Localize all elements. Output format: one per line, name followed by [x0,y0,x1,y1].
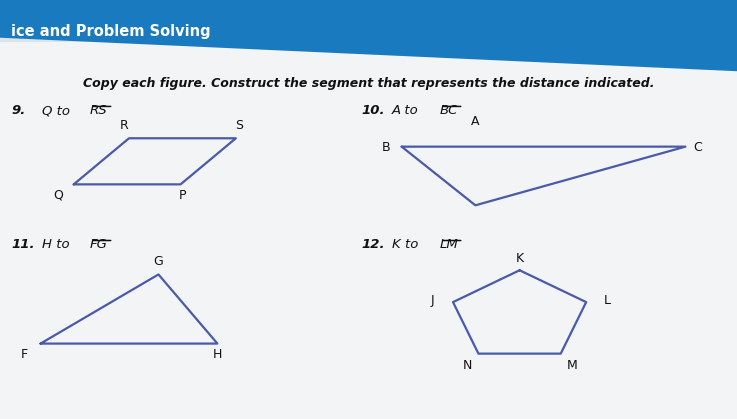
Text: F: F [21,348,28,361]
Text: 11.: 11. [11,238,35,251]
Text: H to: H to [42,238,74,251]
Text: BC: BC [440,104,458,117]
Text: N: N [463,359,472,372]
Text: G: G [153,255,164,268]
Text: H: H [213,348,222,361]
Text: C: C [693,141,702,154]
FancyBboxPatch shape [0,42,737,419]
Text: M: M [567,359,577,372]
Text: Q to: Q to [42,104,74,117]
Text: 9.: 9. [11,104,25,117]
Text: A: A [471,115,480,128]
Text: K to: K to [392,238,423,251]
Text: RS: RS [90,104,108,117]
Text: ice and Problem Solving: ice and Problem Solving [11,24,211,39]
Text: Q: Q [53,189,63,202]
Text: J: J [430,293,434,307]
Text: A to: A to [392,104,423,117]
Text: K: K [515,252,524,265]
Text: P: P [179,189,186,202]
Text: Copy each figure. Construct the segment that represents the distance indicated.: Copy each figure. Construct the segment … [83,77,654,91]
Text: FG: FG [90,238,108,251]
Text: R: R [119,119,128,132]
Text: L: L [604,293,610,307]
Text: 12.: 12. [361,238,385,251]
Text: B: B [382,141,391,154]
Text: 10.: 10. [361,104,385,117]
Text: S: S [236,119,243,132]
Polygon shape [0,0,737,71]
Text: LM: LM [440,238,458,251]
